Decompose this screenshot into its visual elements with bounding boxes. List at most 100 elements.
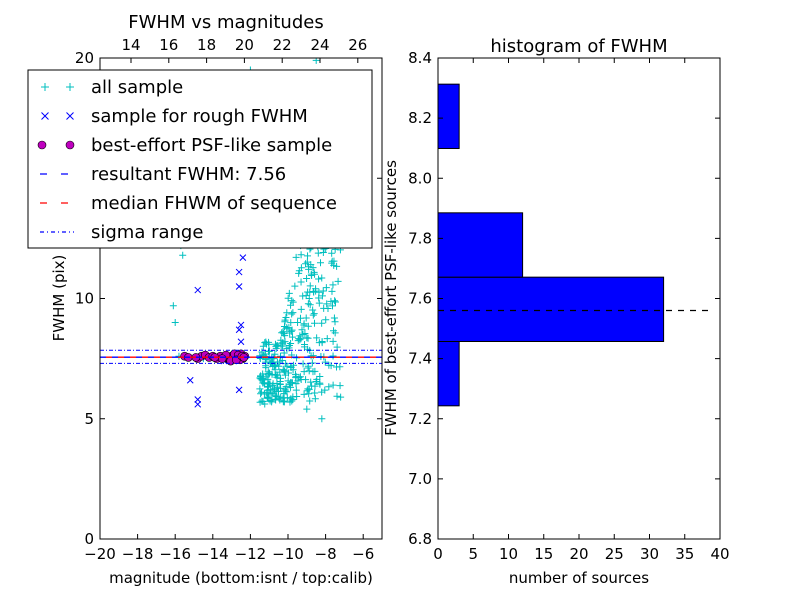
legend-entry-label: sample for rough FWHM bbox=[91, 106, 308, 127]
all-sample-point bbox=[291, 370, 299, 378]
all-sample-point bbox=[284, 294, 292, 302]
all-sample-point bbox=[318, 415, 326, 423]
all-sample-point bbox=[299, 292, 307, 300]
legend-entry: sample for rough FWHM bbox=[41, 106, 308, 127]
left-y-axis-label: FWHM (pix) bbox=[50, 255, 68, 342]
all-sample-point bbox=[264, 393, 272, 401]
all-sample-point bbox=[337, 393, 345, 401]
rough-sample-point bbox=[194, 286, 202, 294]
all-sample-point bbox=[313, 334, 321, 342]
all-sample-point bbox=[258, 397, 266, 405]
legend-entry-label: median FHWM of sequence bbox=[91, 193, 337, 214]
all-sample-point bbox=[305, 390, 313, 398]
right-y-tick-label: 7.6 bbox=[408, 290, 432, 308]
all-sample-point bbox=[288, 310, 296, 318]
all-sample-point bbox=[323, 300, 331, 308]
rough-sample-point bbox=[237, 338, 245, 346]
all-sample-point bbox=[284, 377, 292, 385]
all-sample-point bbox=[305, 385, 313, 393]
right-y-tick-label: 6.8 bbox=[408, 530, 432, 548]
top-axis-tick-label: 24 bbox=[310, 36, 329, 54]
all-sample-point bbox=[332, 298, 339, 306]
left-chart-title: FWHM vs magnitudes bbox=[128, 12, 323, 33]
all-sample-point bbox=[305, 295, 313, 303]
all-sample-point bbox=[319, 287, 327, 295]
all-sample-point bbox=[265, 347, 273, 355]
all-sample-point bbox=[261, 339, 269, 347]
right-x-axis-label: number of sources bbox=[509, 569, 649, 587]
all-sample-point bbox=[334, 277, 342, 285]
right-histogram-plot: histogram of FWHM number of sources FWHM… bbox=[382, 36, 730, 587]
all-sample-point bbox=[258, 376, 266, 384]
all-sample-point bbox=[309, 288, 317, 296]
all-sample-point bbox=[286, 329, 294, 337]
all-sample-point bbox=[297, 278, 305, 286]
right-y-tick-label: 7.4 bbox=[408, 350, 432, 368]
all-sample-point bbox=[324, 304, 332, 312]
all-sample-point bbox=[325, 383, 333, 391]
right-x-tick-label: 15 bbox=[534, 545, 553, 563]
all-sample-point bbox=[293, 392, 301, 400]
rough-sample-point bbox=[186, 376, 194, 384]
legend-entry: best-effort PSF-like sample bbox=[37, 135, 332, 156]
all-sample-point bbox=[304, 385, 312, 393]
legend-cross-marker bbox=[41, 112, 49, 120]
all-sample-point bbox=[304, 288, 312, 296]
all-sample-point bbox=[266, 397, 274, 405]
all-sample-point bbox=[323, 335, 331, 343]
all-sample-point bbox=[308, 271, 316, 279]
all-sample-point bbox=[276, 377, 284, 385]
all-sample-point bbox=[300, 368, 308, 376]
all-sample-point bbox=[311, 389, 319, 397]
left-x-tick-label: −8 bbox=[315, 545, 337, 563]
psf-sample-points bbox=[180, 349, 250, 366]
all-sample-point bbox=[303, 334, 311, 342]
all-sample-point bbox=[269, 382, 277, 390]
all-sample-point bbox=[274, 342, 282, 350]
all-sample-point bbox=[309, 311, 317, 319]
all-sample-point bbox=[292, 380, 300, 388]
all-sample-point bbox=[336, 382, 344, 390]
all-sample-point bbox=[315, 339, 323, 347]
all-sample-point bbox=[329, 352, 337, 360]
all-sample-point bbox=[280, 390, 288, 398]
all-sample-point bbox=[285, 289, 293, 297]
all-sample-point bbox=[304, 252, 312, 260]
right-y-axis-label: FWHM of best-effort PSF-like sources bbox=[382, 160, 400, 436]
all-sample-point bbox=[288, 379, 296, 387]
all-sample-point bbox=[258, 348, 266, 356]
left-x-tick-label: −16 bbox=[159, 545, 191, 563]
all-sample-point bbox=[287, 340, 295, 348]
legend-plus-marker bbox=[41, 83, 49, 91]
legend-entries: all sample sample for rough FWHM best-effo… bbox=[37, 77, 337, 243]
all-sample-point bbox=[333, 262, 341, 270]
all-sample-point bbox=[321, 386, 329, 394]
top-axis-tick-label: 18 bbox=[197, 36, 216, 54]
rough-sample-point bbox=[235, 283, 243, 290]
legend-entry-label: sigma range bbox=[91, 222, 203, 243]
all-sample-point bbox=[297, 305, 305, 313]
all-sample-point bbox=[265, 355, 273, 363]
left-y-tick-label: 5 bbox=[84, 410, 94, 428]
all-sample-point bbox=[319, 248, 327, 256]
right-x-tick-label: 40 bbox=[710, 545, 729, 563]
all-sample-point bbox=[315, 275, 323, 283]
all-sample-point bbox=[304, 322, 312, 330]
all-sample-point bbox=[296, 373, 304, 381]
right-x-tick-label: 35 bbox=[675, 545, 694, 563]
all-sample-point bbox=[316, 380, 324, 388]
left-x-tick-label: −12 bbox=[235, 545, 267, 563]
all-sample-point bbox=[264, 379, 272, 387]
legend-entry-label: best-effort PSF-like sample bbox=[91, 135, 332, 156]
all-sample-point bbox=[296, 314, 304, 322]
all-sample-point bbox=[311, 270, 319, 278]
all-sample-point bbox=[257, 372, 265, 380]
all-sample-point bbox=[310, 310, 318, 318]
all-sample-point bbox=[330, 314, 338, 322]
all-sample-point bbox=[169, 302, 177, 310]
all-sample-point bbox=[287, 319, 295, 327]
legend-box bbox=[27, 69, 373, 249]
right-y-tick-label: 7.8 bbox=[408, 229, 432, 247]
all-sample-point bbox=[318, 319, 326, 327]
all-sample-point bbox=[299, 331, 307, 339]
